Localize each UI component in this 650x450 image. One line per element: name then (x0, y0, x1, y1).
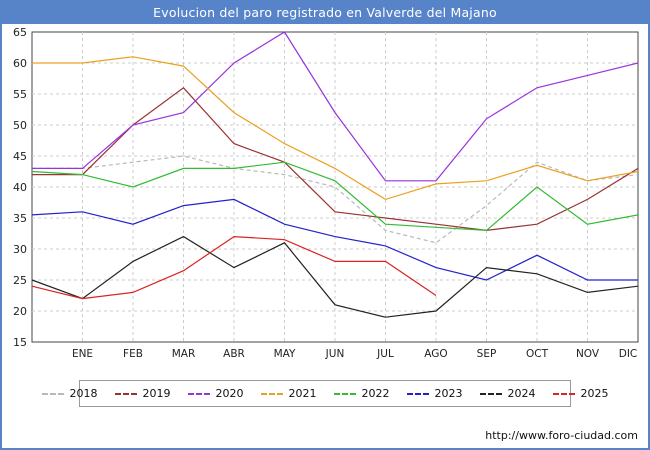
legend-item-2019: 2019 (114, 387, 171, 400)
svg-text:50: 50 (13, 119, 27, 132)
legend-label-2024: 2024 (507, 387, 536, 400)
svg-text:ENE: ENE (72, 348, 93, 360)
legend-item-2020: 2020 (187, 387, 244, 400)
legend-swatch-2019 (114, 392, 137, 395)
svg-text:60: 60 (13, 57, 27, 70)
footer: http://www.foro-ciudad.com (2, 407, 648, 448)
svg-text:SEP: SEP (477, 348, 497, 360)
svg-text:25: 25 (13, 274, 27, 287)
svg-text:65: 65 (13, 26, 27, 39)
svg-text:15: 15 (13, 336, 27, 349)
svg-text:30: 30 (13, 243, 27, 256)
legend-swatch-2018 (41, 392, 64, 395)
legend-label-2023: 2023 (434, 387, 463, 400)
legend-item-2024: 2024 (479, 387, 536, 400)
legend-label-2018: 2018 (69, 387, 98, 400)
svg-text:NOV: NOV (576, 348, 600, 360)
legend-item-2022: 2022 (333, 387, 390, 400)
svg-text:JUL: JUL (376, 348, 394, 360)
legend-label-2025: 2025 (580, 387, 609, 400)
chart-title: Evolucion del paro registrado en Valverd… (2, 2, 648, 24)
legend-swatch-2023 (406, 392, 429, 395)
line-chart: 15 20 25 30 35 40 45 50 55 60 65 ENE FEB MAR ABR MAY JUN… (2, 24, 648, 370)
legend-label-2020: 2020 (215, 387, 244, 400)
svg-text:MAY: MAY (274, 348, 296, 360)
legend-label-2021: 2021 (288, 387, 317, 400)
svg-text:35: 35 (13, 212, 27, 225)
svg-text:OCT: OCT (526, 348, 549, 360)
svg-text:MAR: MAR (172, 348, 196, 360)
legend-swatch-2024 (479, 392, 502, 395)
svg-text:JUN: JUN (325, 348, 345, 360)
legend-swatch-2020 (187, 392, 210, 395)
svg-text:55: 55 (13, 88, 27, 101)
legend-swatch-2025 (552, 392, 575, 395)
svg-text:ABR: ABR (223, 348, 245, 360)
legend-item-2023: 2023 (406, 387, 463, 400)
legend-label-2019: 2019 (142, 387, 171, 400)
svg-text:45: 45 (13, 150, 27, 163)
chart-legend: 2018 2019 2020 2021 2022 2023 2024 2025 (41, 380, 609, 407)
svg-text:20: 20 (13, 305, 27, 318)
svg-text:AGO: AGO (424, 348, 447, 360)
legend-item-2025: 2025 (552, 387, 609, 400)
legend-label-2022: 2022 (361, 387, 390, 400)
svg-text:DIC: DIC (619, 348, 638, 360)
svg-text:FEB: FEB (123, 348, 143, 360)
legend-item-2021: 2021 (260, 387, 317, 400)
legend-swatch-2021 (260, 392, 283, 395)
chart-canvas: 15 20 25 30 35 40 45 50 55 60 65 ENE FEB MAR ABR MAY JUN… (13, 26, 639, 360)
legend-swatch-2022 (333, 392, 356, 395)
legend-item-2018: 2018 (41, 387, 98, 400)
svg-text:40: 40 (13, 181, 27, 194)
foro-ciudad-link[interactable]: http://www.foro-ciudad.com (485, 429, 638, 442)
